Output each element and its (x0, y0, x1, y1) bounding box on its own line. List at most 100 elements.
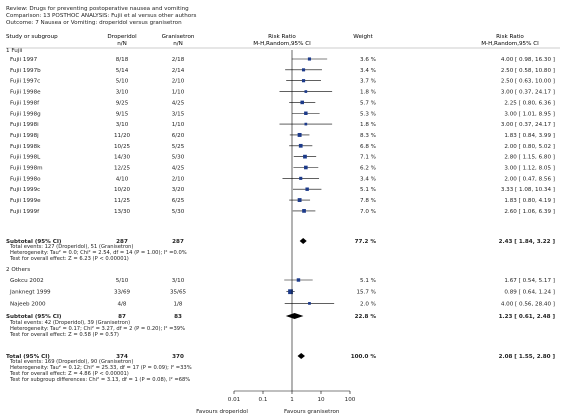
study-weight: 5.7 % (360, 100, 376, 106)
study-weight: 7.1 % (360, 155, 376, 161)
droperidol-events: 10/25 (114, 144, 131, 150)
granisetron-events: 2/18 (172, 57, 185, 63)
x-axis: 0.01 0.1 1 10 100 Favours droperidol Favours g… (196, 50, 356, 415)
droperidol-events: 13/30 (114, 209, 131, 215)
study-name: Janknegt 1999 (9, 290, 51, 296)
review-title: Review: Drugs for preventing postoperati… (6, 6, 189, 12)
study-ci-text: 4.00 [ 0.56, 28.40 ] (501, 301, 555, 307)
subgroup-label: 1 Fujii (6, 48, 23, 54)
droperidol-events: 3/10 (116, 122, 129, 128)
subtotal-weight: 77.2 % (355, 239, 377, 245)
favours-droperidol-label: Favours droperidol (196, 409, 248, 415)
granisetron-events: 4/25 (172, 100, 185, 106)
study-weight: 1.8 % (360, 122, 376, 128)
study-name: Fujii 1998k (10, 144, 41, 150)
study-ci-text: 3.00 [ 0.37, 24.17 ] (501, 122, 555, 128)
col-granisetron-sub: n/N (173, 41, 183, 47)
study-name: Fujii 1998g (10, 111, 41, 117)
effect-marker (299, 176, 303, 180)
study-ci-text: 2.00 [ 0.47, 8.56 ] (504, 176, 555, 182)
subgroup-note: Heterogeneity: Tau² = 0.0; Chi² = 2.54, … (10, 250, 187, 256)
study-ci-text: 2.00 [ 0.80, 5.02 ] (504, 144, 555, 150)
tick-label: 0.1 (259, 397, 268, 403)
subtotal-ci-text: 1.23 [ 0.61, 2.48 ] (499, 314, 556, 320)
study-weight: 3.7 % (360, 79, 376, 85)
subgroup-note: Test for overall effect: Z = 0.58 (P = 0… (9, 332, 119, 338)
granisetron-events: 3/15 (172, 111, 185, 117)
granisetron-events: 6/25 (172, 198, 185, 204)
study-name: Fujii 1997c (10, 79, 40, 85)
droperidol-events: 10/20 (114, 187, 131, 193)
pooled-diamond (297, 353, 305, 359)
study-weight: 3.4 % (360, 68, 376, 74)
tick-label: 100 (345, 397, 356, 403)
study-name: Fujii 1998j (10, 133, 39, 139)
droperidol-events: 5/10 (116, 278, 129, 284)
subtotal-droperidol-n: 287 (116, 239, 128, 245)
study-weight: 3.4 % (360, 176, 376, 182)
study-name: Fujii 1998i (10, 122, 39, 128)
tick-label: 10 (317, 397, 325, 403)
study-weight: 5.1 % (360, 278, 376, 284)
granisetron-events: 2/10 (172, 79, 185, 85)
study-ci-text: 3.00 [ 1.01, 8.95 ] (504, 111, 555, 117)
column-headers: Study or subgroup Droperidol n/N Granise… (6, 34, 560, 49)
study-weight: 7.0 % (360, 209, 376, 215)
total-label: Total (95% CI) (6, 354, 50, 360)
study-ci-text: 3.33 [ 1.08, 10.34 ] (501, 187, 555, 193)
study-ci-text: 3.00 [ 1.12, 8.05 ] (504, 166, 555, 172)
droperidol-events: 11/25 (114, 198, 131, 204)
granisetron-events: 2/10 (172, 176, 185, 182)
effect-marker (305, 187, 309, 191)
droperidol-events: 14/30 (114, 155, 131, 161)
study-weight: 3.6 % (360, 57, 376, 63)
subtotal-label: Subtotal (95% CI) (6, 314, 62, 320)
effect-marker (300, 100, 304, 105)
subgroup-note: Heterogeneity: Tau² = 0.17; Chi² = 3.27,… (10, 326, 185, 332)
study-ci-text: 0.89 [ 0.64, 1.24 ] (504, 290, 555, 296)
effect-marker (298, 143, 303, 148)
study-ci-text: 2.80 [ 1.15, 6.80 ] (504, 155, 555, 161)
droperidol-events: 9/25 (116, 100, 129, 106)
study-name: Fujii 1998L (10, 155, 41, 161)
study-ci-text: 1.67 [ 0.54, 5.17 ] (504, 278, 555, 284)
droperidol-events: 4/8 (117, 301, 126, 307)
total-note: Heterogeneity: Tau² = 0.12; Chi² = 25.33… (10, 365, 192, 371)
total-granisetron-n: 370 (172, 354, 184, 360)
pooled-diamond (285, 313, 304, 319)
study-name: Fujii 1999c (10, 187, 40, 193)
pooled-diamond (299, 238, 307, 244)
study-name: Fujii 1998o (10, 176, 41, 182)
granisetron-events: 5/30 (172, 155, 185, 161)
col-weight: Weight (353, 34, 373, 40)
figure-header: Review: Drugs for preventing postoperati… (6, 6, 197, 26)
droperidol-events: 3/10 (116, 90, 129, 96)
col-risk-ratio-2-sub: M-H,Random,95% CI (481, 41, 539, 47)
study-name: Fujii 1998f (10, 100, 40, 106)
col-study: Study or subgroup (6, 34, 58, 40)
study-ci-text: 1.83 [ 0.80, 4.19 ] (504, 198, 555, 204)
comparison-title: Comparison: 13 POSTHOC ANALYSIS: Fujii e… (6, 13, 197, 19)
forest-rows: 1 Fujii Fujii 1997 8/18 2/18 3.6 % 4.00 [ 0.9… (6, 48, 555, 383)
droperidol-events: 4/10 (116, 176, 129, 182)
effect-marker (301, 68, 306, 72)
col-risk-ratio-2: Risk Ratio (496, 34, 524, 40)
granisetron-events: 1/10 (172, 122, 185, 128)
study-name: Fujii 1997b (10, 68, 41, 74)
granisetron-events: 3/10 (172, 278, 185, 284)
total-note: Test for subgroup differences: Chi² = 3.… (9, 377, 190, 383)
granisetron-events: 1/8 (173, 301, 182, 307)
col-risk-ratio-sub: M-H,Random,95% CI (253, 41, 311, 47)
study-weight: 8.3 % (360, 133, 376, 139)
outcome-title: Outcome: 7 Nausea or Vomiting: droperido… (6, 20, 182, 26)
granisetron-events: 3/20 (172, 187, 185, 193)
granisetron-events: 5/30 (172, 209, 185, 215)
study-weight: 7.8 % (360, 198, 376, 204)
study-ci-text: 2.60 [ 1.06, 6.39 ] (504, 209, 555, 215)
effect-marker (301, 79, 306, 83)
subtotal-granisetron-n: 83 (174, 314, 182, 320)
study-ci-text: 1.83 [ 0.84, 3.99 ] (504, 133, 555, 139)
droperidol-events: 33/69 (114, 290, 131, 296)
